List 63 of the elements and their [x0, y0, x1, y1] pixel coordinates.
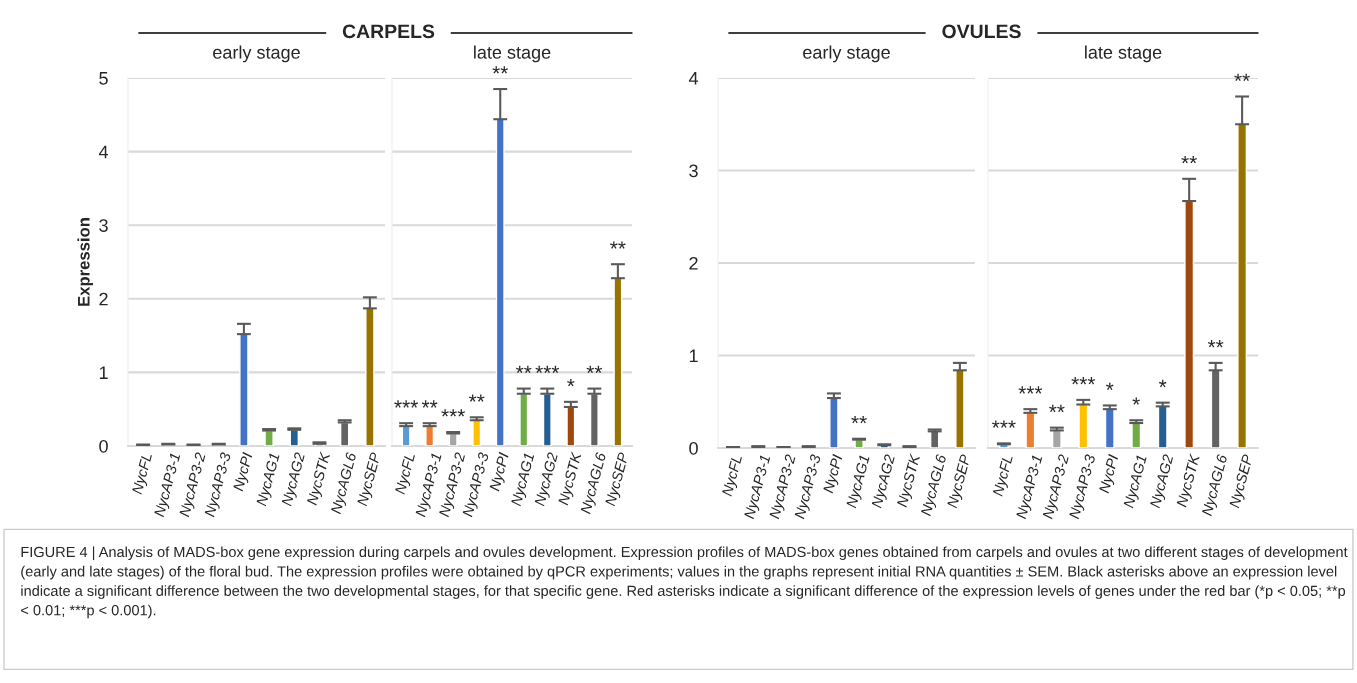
data-label: * [567, 379, 575, 387]
x-tick-label: NycAG2 [534, 451, 558, 507]
chart-title: CARPELS [342, 24, 435, 39]
x-tick-label: NycFL [992, 454, 1016, 498]
x-tick-label: NycPI [1098, 453, 1122, 495]
chart-subtitle: early stage [803, 45, 890, 63]
data-label: ** [468, 394, 485, 402]
y-tick-label: 3 [99, 219, 108, 232]
x-tick-label: NycPI [232, 451, 256, 493]
x-tick-label: NycAG1 [255, 452, 283, 508]
data-label: ** [515, 365, 532, 374]
data-label: *** [992, 420, 1016, 428]
x-tick-label: NycSTK [306, 451, 331, 506]
y-tick-label: 4 [98, 145, 109, 159]
y-tick-label: 3 [689, 164, 698, 178]
y-tick-label: 2 [689, 256, 698, 270]
y-tick-label: 5 [99, 72, 108, 85]
data-label: * [1106, 382, 1114, 390]
data-label: ** [1207, 340, 1224, 348]
data-label: ** [1234, 73, 1250, 81]
data-label: * [1132, 397, 1140, 405]
x-tick-label: NycFL [721, 454, 745, 498]
x-tick-label: NycAG2 [281, 451, 308, 508]
x-tick-label: NycFL [394, 452, 415, 495]
x-tick-label: NycSEP [1229, 453, 1256, 510]
x-tick-label: NycSEP [356, 451, 384, 508]
text: FIGURE 4 | Analysis of MADS-box gene expression during carpels and ovules development. Expression profiles of MADS-box genes obtained from carpels and ovules at two different stages of development (early and late stages) of the floral bud. The expression profiles were obtained by qPCR experiments; values in the graphs represent initial RNA quantities ± SEM. Black asterisks above an expression level indicate a significant difference between the two developmental stages, for that specific gene. Red asterisks indicate a significant difference of the expression levels of genes under the red bar (*p < 0.05; **p < 0.01; ***p < 0.001). [21, 546, 1348, 619]
data-label: *** [535, 365, 560, 374]
x-tick-label: NycSTK [896, 453, 921, 508]
chart-subtitle: early stage [213, 45, 300, 63]
x-tick-label: NycFL [131, 452, 155, 496]
x-tick-label: NycSTK [1176, 453, 1203, 509]
data-label: *** [441, 409, 466, 417]
y-tick-label: 2 [99, 292, 108, 306]
x-tick-label: NycAG1 [1123, 454, 1150, 510]
data-label: ** [1181, 156, 1197, 164]
data-label: ** [851, 415, 867, 424]
x-tick-label: NycAG1 [510, 452, 535, 507]
data-label: ** [1049, 404, 1065, 413]
y-tick-label: 1 [689, 349, 698, 363]
x-tick-label: NycAG2 [871, 453, 898, 510]
data-label: ** [492, 66, 509, 74]
data-label: * [1158, 379, 1167, 388]
data-label: *** [394, 400, 418, 408]
x-tick-label: NycPI [489, 451, 512, 493]
x-tick-label: NycAG1 [845, 454, 873, 510]
y-tick-label: 1 [99, 366, 108, 379]
data-label: ** [586, 365, 603, 374]
chart-subtitle: late stage [474, 45, 551, 63]
data-label: *** [1018, 386, 1043, 394]
x-tick-label: NycPI [822, 453, 846, 495]
y-axis-title: Expression [77, 218, 93, 306]
x-tick-label: NycSEP [946, 453, 974, 510]
x-tick-label: NycSEP [604, 451, 632, 508]
x-tick-label: NycAG2 [1149, 453, 1177, 510]
data-label: ** [610, 241, 626, 249]
y-tick-label: 0 [689, 441, 698, 455]
data-label: ** [421, 400, 438, 408]
chart-title: OVULES [942, 24, 1021, 39]
y-tick-label: 0 [99, 439, 108, 453]
data-label: *** [1071, 377, 1096, 385]
y-tick-label: 4 [688, 72, 699, 85]
chart-subtitle: late stage [1085, 45, 1162, 63]
